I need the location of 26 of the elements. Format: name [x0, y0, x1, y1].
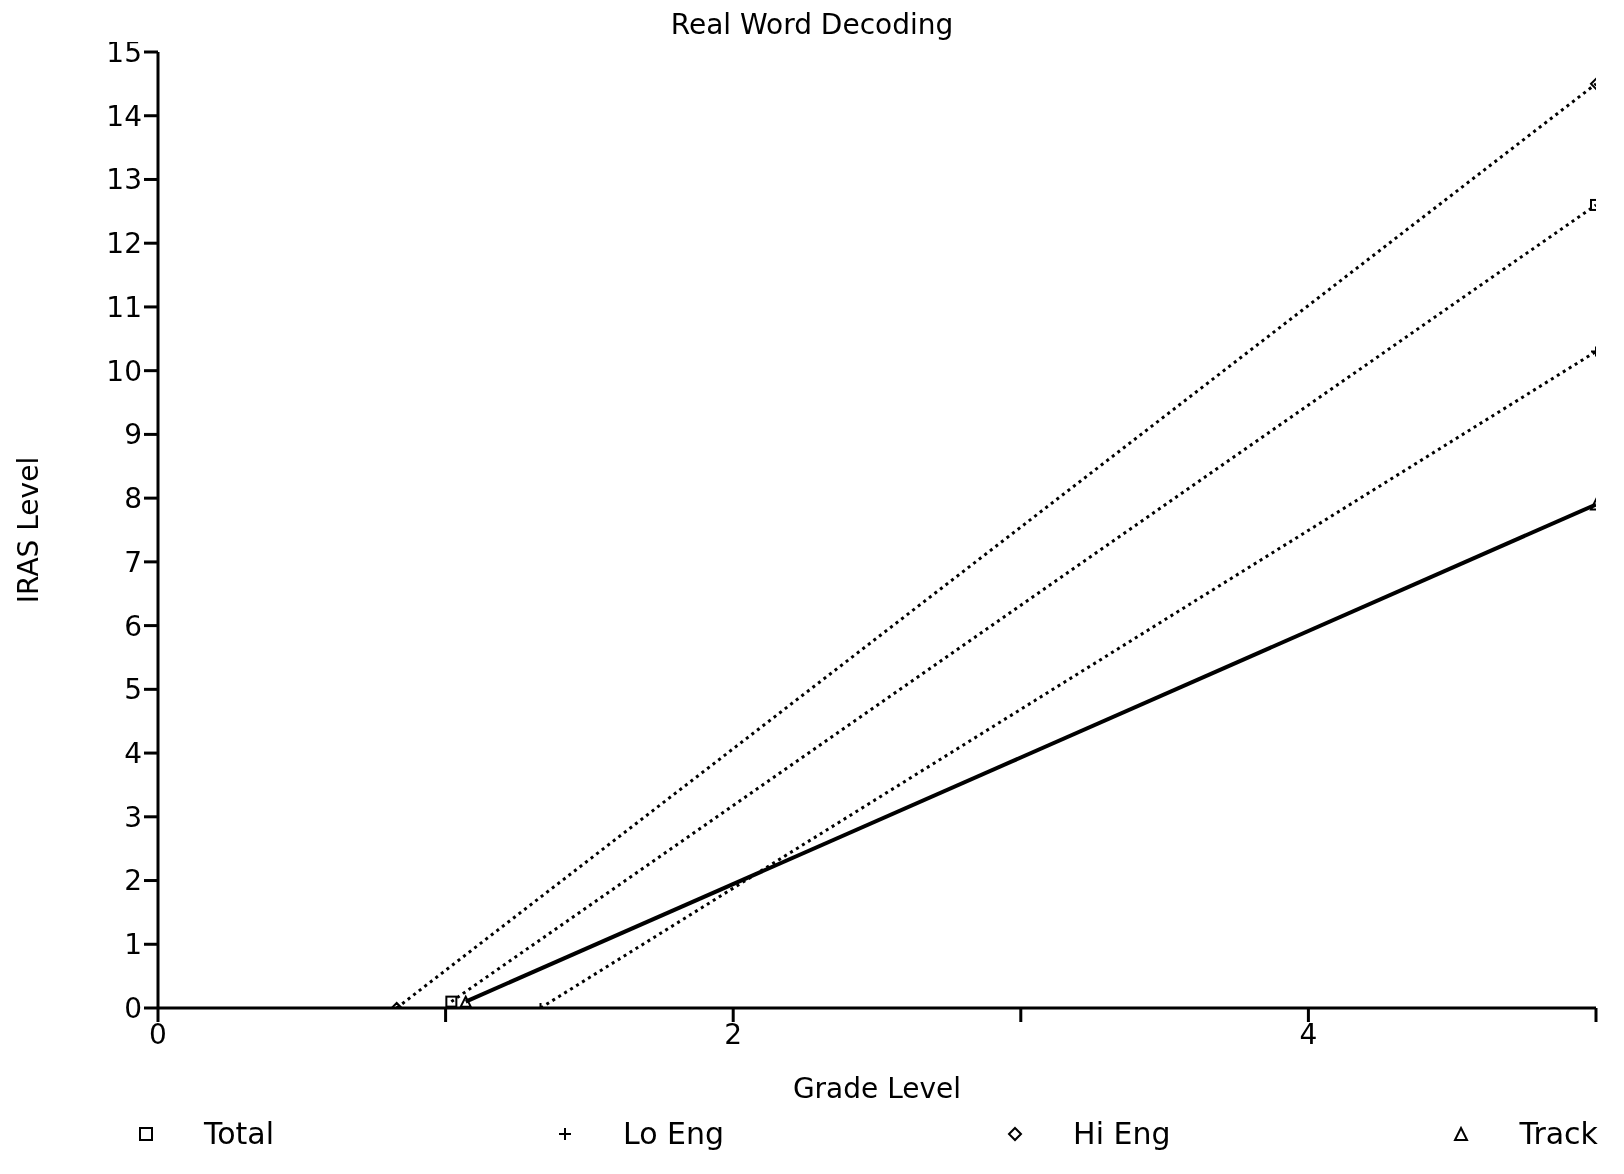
y-tick-label: 15 [106, 35, 142, 69]
y-tick-label: 5 [124, 673, 142, 707]
legend-label: Lo Eng [623, 1116, 725, 1151]
y-tick-label: 11 [106, 290, 142, 324]
y-tick-label: 14 [106, 99, 142, 133]
chart-title: Real Word Decoding [670, 8, 954, 41]
y-tick-label: 9 [124, 418, 142, 452]
y-tick-label: 10 [106, 354, 142, 388]
y-tick-label: 6 [124, 609, 142, 643]
y-tick-label: 12 [106, 227, 142, 261]
legend-label: Track [1519, 1116, 1598, 1151]
x-axis-title: Grade Level [792, 1072, 962, 1105]
y-tick-label: 1 [124, 928, 142, 962]
y-tick-label: 7 [124, 545, 142, 579]
y-tick-label: 2 [124, 864, 142, 898]
legend-label: Total [204, 1116, 275, 1151]
y-tick-label: 13 [106, 163, 142, 197]
y-tick-label: 8 [124, 482, 142, 516]
y-tick-label: 0 [124, 991, 142, 1025]
y-axis-title: IRAS Level [11, 456, 45, 604]
legend-label: Hi Eng [1073, 1116, 1171, 1151]
y-tick-label: 3 [124, 800, 142, 834]
x-tick-label: 4 [1299, 1017, 1318, 1051]
y-tick-label: 4 [124, 737, 142, 771]
x-tick-label: 0 [149, 1017, 167, 1051]
x-tick-label: 2 [724, 1017, 743, 1051]
